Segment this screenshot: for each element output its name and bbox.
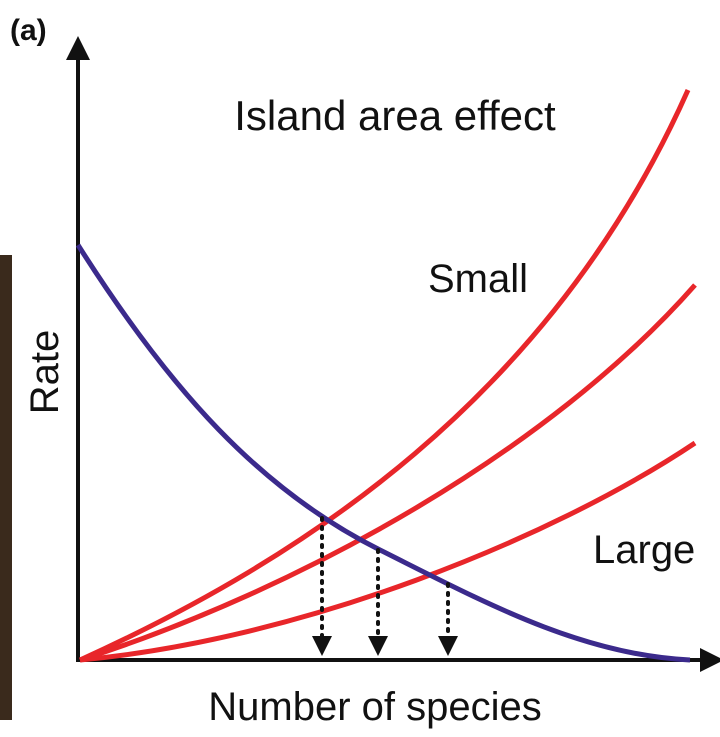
- title: Island area effect: [234, 92, 556, 139]
- background-strip: [0, 255, 12, 720]
- x-axis-label: Number of species: [208, 685, 541, 729]
- immigration-curve-medium: [79, 283, 697, 663]
- y-axis-label: Rate: [23, 330, 67, 415]
- immigration-curve-small: [78, 88, 691, 663]
- curve-label: Large: [593, 528, 695, 572]
- panel-label: (a): [10, 14, 47, 47]
- curve-label: Small: [428, 257, 528, 301]
- extinction-curve: [75, 243, 691, 663]
- immigration-curve-large: [79, 440, 697, 663]
